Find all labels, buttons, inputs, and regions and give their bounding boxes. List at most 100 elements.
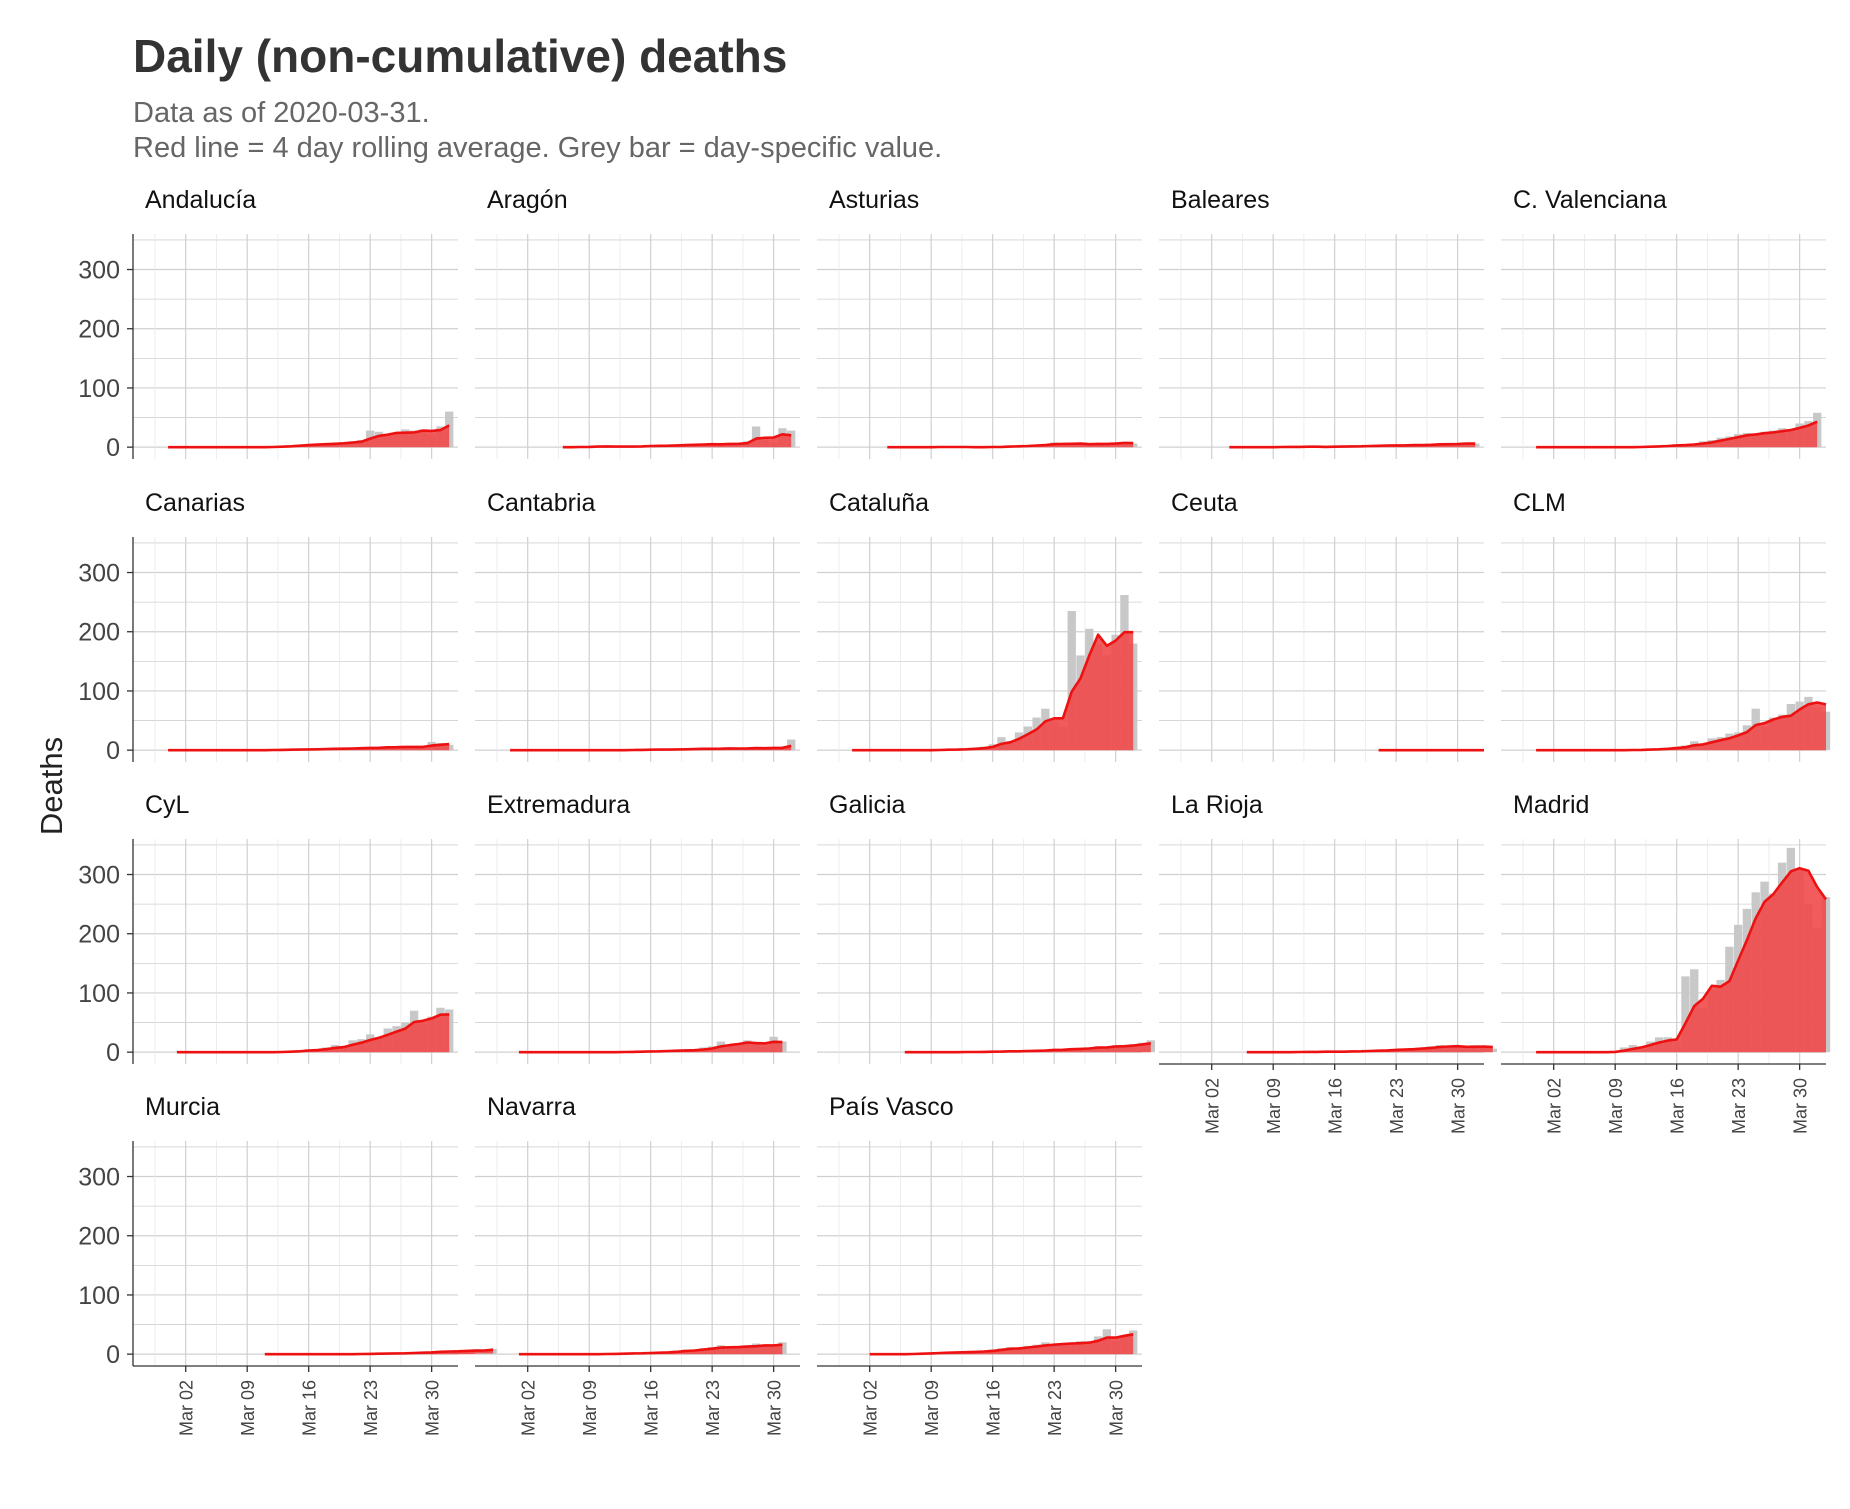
facet-title: Ceuta bbox=[1171, 489, 1238, 517]
panel-gridlines bbox=[817, 839, 1142, 1064]
x-tick-label: Mar 30 bbox=[765, 1380, 785, 1436]
rolling-average-line bbox=[264, 1348, 494, 1356]
daily-bar bbox=[787, 739, 796, 751]
x-tick-label: Mar 16 bbox=[642, 1380, 662, 1436]
y-tick-label: 300 bbox=[78, 560, 120, 588]
facet-title: Baleares bbox=[1171, 186, 1270, 214]
facet-panel: Madrid Mar 02 Mar 09 Mar 16 Mar 23 Mar 30 bbox=[1501, 791, 1831, 1134]
x-tick-label: Mar 09 bbox=[1606, 1078, 1626, 1134]
y-tick-label: 100 bbox=[78, 980, 120, 1008]
daily-bar bbox=[787, 430, 796, 448]
x-tick-label: Mar 16 bbox=[1668, 1078, 1688, 1134]
x-tick-label: Mar 09 bbox=[238, 1380, 258, 1436]
facet-panel: Cataluña bbox=[817, 489, 1142, 762]
facet-title: CyL bbox=[145, 791, 190, 819]
y-tick-label: 100 bbox=[78, 375, 120, 403]
daily-bar bbox=[1129, 643, 1138, 751]
panel-gridlines bbox=[475, 234, 800, 459]
daily-bar bbox=[445, 744, 454, 751]
facet-panel: Andalucía 0 100 200 300 bbox=[78, 186, 458, 462]
x-tick-label: Mar 02 bbox=[519, 1380, 539, 1436]
y-tick-label: 100 bbox=[78, 1282, 120, 1310]
facet-title: Madrid bbox=[1513, 791, 1589, 819]
y-tick-label: 100 bbox=[78, 678, 120, 706]
facet-panel: Baleares bbox=[1159, 186, 1484, 459]
rolling-average-line bbox=[510, 744, 792, 752]
rolling-average-line bbox=[176, 1013, 450, 1054]
y-tick-label: 200 bbox=[78, 619, 120, 647]
y-tick-label: 0 bbox=[106, 737, 120, 765]
rolling-average-area bbox=[852, 632, 1134, 751]
facet-panel: La Rioja Mar 02 Mar 09 Mar 16 Mar 23 Mar 30 bbox=[1159, 791, 1497, 1134]
panel-gridlines bbox=[475, 1141, 800, 1366]
daily-bar bbox=[778, 1041, 787, 1053]
panel-gridlines bbox=[1501, 537, 1826, 762]
facet-panel: C. Valenciana bbox=[1501, 186, 1826, 459]
x-tick-label: Mar 02 bbox=[1203, 1078, 1223, 1134]
y-tick-label: 300 bbox=[78, 1164, 120, 1192]
facet-panel: CLM bbox=[1501, 489, 1831, 762]
x-tick-label: Mar 02 bbox=[177, 1380, 197, 1436]
chart-subtitle-line-2: Red line = 4 day rolling average. Grey b… bbox=[133, 132, 942, 164]
rolling-average-line bbox=[1536, 701, 1827, 752]
rolling-average-line bbox=[887, 441, 1134, 449]
rolling-average-area bbox=[518, 1344, 783, 1355]
rolling-average-line bbox=[1536, 866, 1828, 1054]
rolling-average-line bbox=[904, 1042, 1151, 1054]
y-tick-label: 0 bbox=[106, 1039, 120, 1067]
rolling-average-line bbox=[1246, 1044, 1493, 1054]
panel-gridlines bbox=[475, 839, 800, 1064]
rolling-average-line bbox=[1229, 442, 1476, 449]
x-tick-label: Mar 30 bbox=[1107, 1380, 1127, 1436]
x-tick-label: Mar 09 bbox=[580, 1380, 600, 1436]
x-tick-label: Mar 23 bbox=[1729, 1078, 1749, 1134]
x-tick-label: Mar 23 bbox=[1387, 1078, 1407, 1134]
facet-panel: Murcia 0 100 200 300 Mar 02 Mar 09 Mar 16 Mar 23… bbox=[78, 1093, 498, 1436]
x-tick-label: Mar 16 bbox=[984, 1380, 1004, 1436]
rolling-average-line bbox=[562, 433, 792, 449]
y-tick-label: 300 bbox=[78, 257, 120, 285]
y-tick-label: 200 bbox=[78, 1223, 120, 1251]
facet-title: Asturias bbox=[829, 186, 919, 214]
panel-gridlines bbox=[133, 234, 458, 459]
daily-bar bbox=[445, 411, 454, 448]
rolling-average-line bbox=[518, 1040, 783, 1054]
panel-gridlines bbox=[1159, 537, 1484, 762]
y-tick-label: 0 bbox=[106, 1341, 120, 1369]
facet-panel: País Vasco Mar 02 Mar 09 Mar 16 Mar 23 Mar 30 bbox=[817, 1093, 1142, 1436]
facet-title: C. Valenciana bbox=[1513, 186, 1667, 214]
x-tick-label: Mar 30 bbox=[423, 1380, 443, 1436]
panel-gridlines bbox=[1159, 839, 1484, 1064]
panel-gridlines bbox=[1159, 234, 1484, 459]
x-tick-label: Mar 30 bbox=[1449, 1078, 1469, 1134]
panel-gridlines bbox=[817, 1141, 1142, 1366]
x-tick-label: Mar 23 bbox=[361, 1380, 381, 1436]
rolling-average-line bbox=[869, 1333, 1134, 1356]
chart-subtitle-line-1: Data as of 2020-03-31. bbox=[133, 97, 430, 129]
facet-panel: Aragón bbox=[475, 186, 800, 459]
y-tick-label: 200 bbox=[78, 921, 120, 949]
facet-panel: Navarra Mar 02 Mar 09 Mar 16 Mar 23 Mar 30 bbox=[475, 1093, 800, 1436]
panel-gridlines bbox=[475, 537, 800, 762]
daily-bar bbox=[1067, 611, 1076, 751]
facet-title: Canarias bbox=[145, 489, 245, 517]
rolling-average-area bbox=[1246, 1046, 1493, 1053]
rolling-average-area bbox=[176, 1014, 450, 1053]
facet-panel: Cantabria bbox=[475, 489, 800, 762]
facet-title: Navarra bbox=[487, 1093, 576, 1121]
panel-gridlines bbox=[133, 1141, 458, 1366]
facet-title: Cantabria bbox=[487, 489, 595, 517]
rolling-average-area bbox=[1536, 421, 1818, 448]
facet-title: Andalucía bbox=[145, 186, 256, 214]
x-tick-label: Mar 16 bbox=[300, 1380, 320, 1436]
daily-bar bbox=[1471, 443, 1480, 448]
x-tick-label: Mar 23 bbox=[1045, 1380, 1065, 1436]
facet-panel: Galicia bbox=[817, 791, 1155, 1064]
daily-bar bbox=[488, 1348, 498, 1355]
rolling-average-line bbox=[168, 742, 450, 752]
x-tick-label: Mar 02 bbox=[861, 1380, 881, 1436]
facet-panel: Asturias bbox=[817, 186, 1142, 459]
rolling-average-area bbox=[1536, 868, 1826, 1053]
